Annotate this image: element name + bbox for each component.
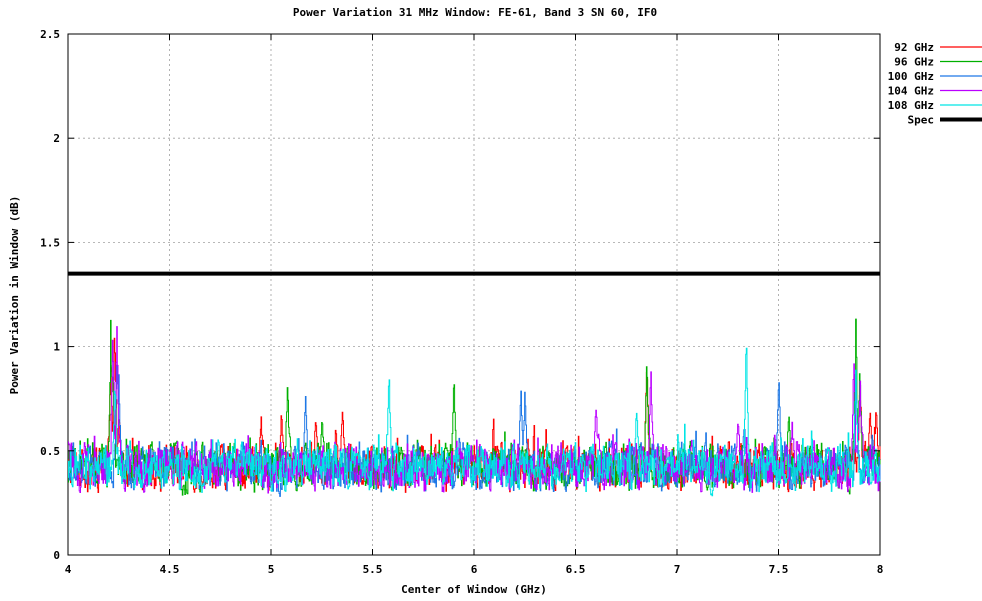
series-line-100-ghz bbox=[68, 364, 881, 497]
y-tick-label: 2 bbox=[53, 132, 60, 145]
legend-label: 92 GHz bbox=[894, 41, 934, 54]
x-tick-label: 8 bbox=[877, 563, 884, 576]
x-tick-label: 6.5 bbox=[566, 563, 586, 576]
chart-title: Power Variation 31 MHz Window: FE-61, Ba… bbox=[293, 6, 657, 19]
series-line-96-ghz bbox=[68, 318, 881, 496]
legend-label: 108 GHz bbox=[888, 99, 934, 112]
y-tick-label: 0.5 bbox=[40, 445, 60, 458]
x-tick-label: 4 bbox=[65, 563, 72, 576]
x-tick-label: 4.5 bbox=[160, 563, 180, 576]
x-tick-label: 7 bbox=[674, 563, 681, 576]
y-tick-label: 2.5 bbox=[40, 28, 60, 41]
legend-label: 104 GHz bbox=[888, 85, 934, 98]
y-tick-label: 0 bbox=[53, 549, 60, 562]
legend-label: 100 GHz bbox=[888, 70, 934, 83]
y-tick-label: 1.5 bbox=[40, 236, 60, 249]
x-tick-label: 5.5 bbox=[363, 563, 383, 576]
legend-label: Spec bbox=[908, 114, 935, 127]
axis-ticks: 4 4.5 5 5.5 6 6.5 7 7.5 8 0 0.5 1 1.5 2 2.5 bbox=[40, 28, 883, 576]
series-lines bbox=[68, 271, 881, 497]
x-tick-label: 6 bbox=[471, 563, 478, 576]
x-tick-label: 7.5 bbox=[769, 563, 789, 576]
legend-label: 96 GHz bbox=[894, 56, 934, 69]
y-axis-title: Power Variation in Window (dB) bbox=[8, 196, 21, 395]
x-axis-title: Center of Window (GHz) bbox=[401, 583, 547, 596]
series-line-108-ghz bbox=[68, 347, 881, 497]
x-tick-label: 5 bbox=[268, 563, 275, 576]
y-tick-label: 1 bbox=[53, 341, 60, 354]
